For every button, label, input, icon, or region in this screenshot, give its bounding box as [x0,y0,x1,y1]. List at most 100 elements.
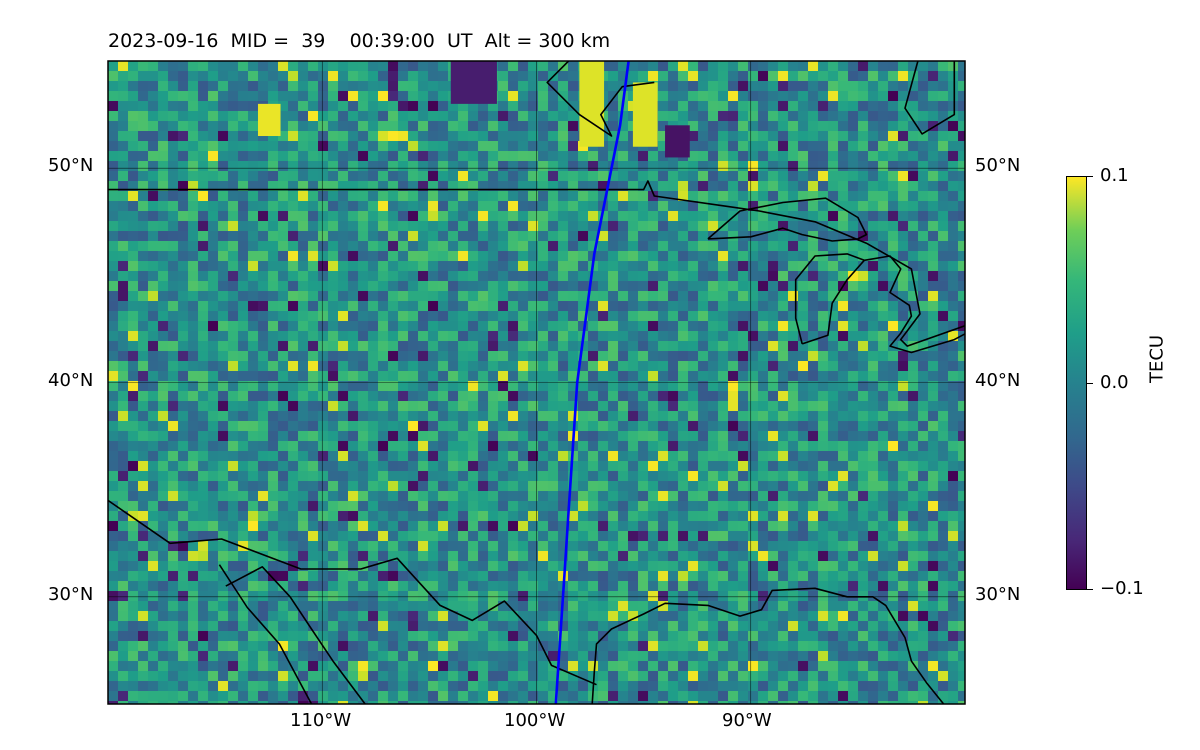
tec-cell [518,281,529,292]
tec-cell [458,481,469,492]
tec-cell [598,381,609,392]
tec-cell [828,271,839,282]
tec-cell [278,81,289,92]
tec-cell [878,441,889,452]
tec-cell [698,581,709,592]
tec-cell [398,631,409,642]
tec-cell [668,591,679,602]
tec-cell [388,621,399,632]
tec-cell [738,91,749,102]
tec-cell [428,171,439,182]
tec-cell [288,91,299,102]
tec-cell [148,191,159,202]
tec-cell [708,591,719,602]
tec-cell [688,71,699,82]
tec-cell [778,331,789,342]
tec-cell [398,141,409,152]
tec-cell [518,371,529,382]
tec-cell [238,501,249,512]
tec-cell [418,201,429,212]
tec-cell [158,401,169,412]
tec-cell [288,391,299,402]
tec-cell [548,551,559,562]
tec-cell [548,271,559,282]
tec-cell [548,541,559,552]
tec-cell [528,161,539,172]
tec-cell [918,211,929,222]
tec-cell [648,231,659,242]
tec-cell [388,561,399,572]
tec-cell [688,111,699,122]
tec-cell [398,441,409,452]
tec-cell [128,91,139,102]
tec-cell [378,101,389,112]
tec-cell [738,141,749,152]
tec-cell [618,431,629,442]
tec-cell [698,441,709,452]
tec-cell [198,91,209,102]
tec-cell [638,251,649,262]
tec-cell [848,281,859,292]
tec-cell [948,151,959,162]
tec-cell [518,511,529,522]
tec-cell [108,461,119,472]
tec-cell [178,551,189,562]
tec-cell [898,101,909,112]
tec-cell [158,121,169,132]
tec-cell [638,291,649,302]
tec-cell [488,191,499,202]
tec-cell [938,491,949,502]
tec-cell [298,231,309,242]
tec-cell [128,121,139,132]
tec-cell [268,541,279,552]
tec-cell [138,601,149,612]
tec-cell [878,621,889,632]
tec-cell [618,281,629,292]
tec-cell [678,231,689,242]
tec-cell [548,591,559,602]
tec-cell [318,481,329,492]
tec-cell [658,91,669,102]
tec-cell [468,631,479,642]
tec-cell [638,61,649,72]
tec-cell [388,321,399,332]
tec-cell [178,461,189,472]
tec-cell [178,231,189,242]
tec-cell [488,231,499,242]
tec-cell [878,201,889,212]
tec-cell [918,241,929,252]
tec-cell [908,511,919,522]
tec-cell [678,61,689,72]
tec-cell [218,331,229,342]
tec-cell [328,141,339,152]
tec-cell [818,561,829,572]
tec-cell [798,261,809,272]
tec-cell [928,181,939,192]
tec-cell [458,311,469,322]
tec-cell [278,231,289,242]
tec-cell [368,191,379,202]
tec-cell [108,321,119,332]
tec-cell [238,451,249,462]
tec-cell [198,371,209,382]
tec-cell [938,201,949,212]
tec-cell [618,471,629,482]
tec-cell [308,101,319,112]
tec-cell [898,431,909,442]
tec-cell [638,631,649,642]
tec-cell [238,461,249,472]
tec-cell [208,281,219,292]
tec-cell [678,561,689,572]
tec-cell [518,101,529,112]
tec-cell [818,461,829,472]
tec-cell [468,511,479,522]
tec-cell [678,71,689,82]
tec-cell [618,111,629,122]
tec-cell [118,311,129,322]
tec-cell [188,101,199,112]
tec-cell [508,311,519,322]
tec-cell [238,271,249,282]
tec-cell [108,211,119,222]
tec-cell [538,281,549,292]
tec-cell [918,71,929,82]
